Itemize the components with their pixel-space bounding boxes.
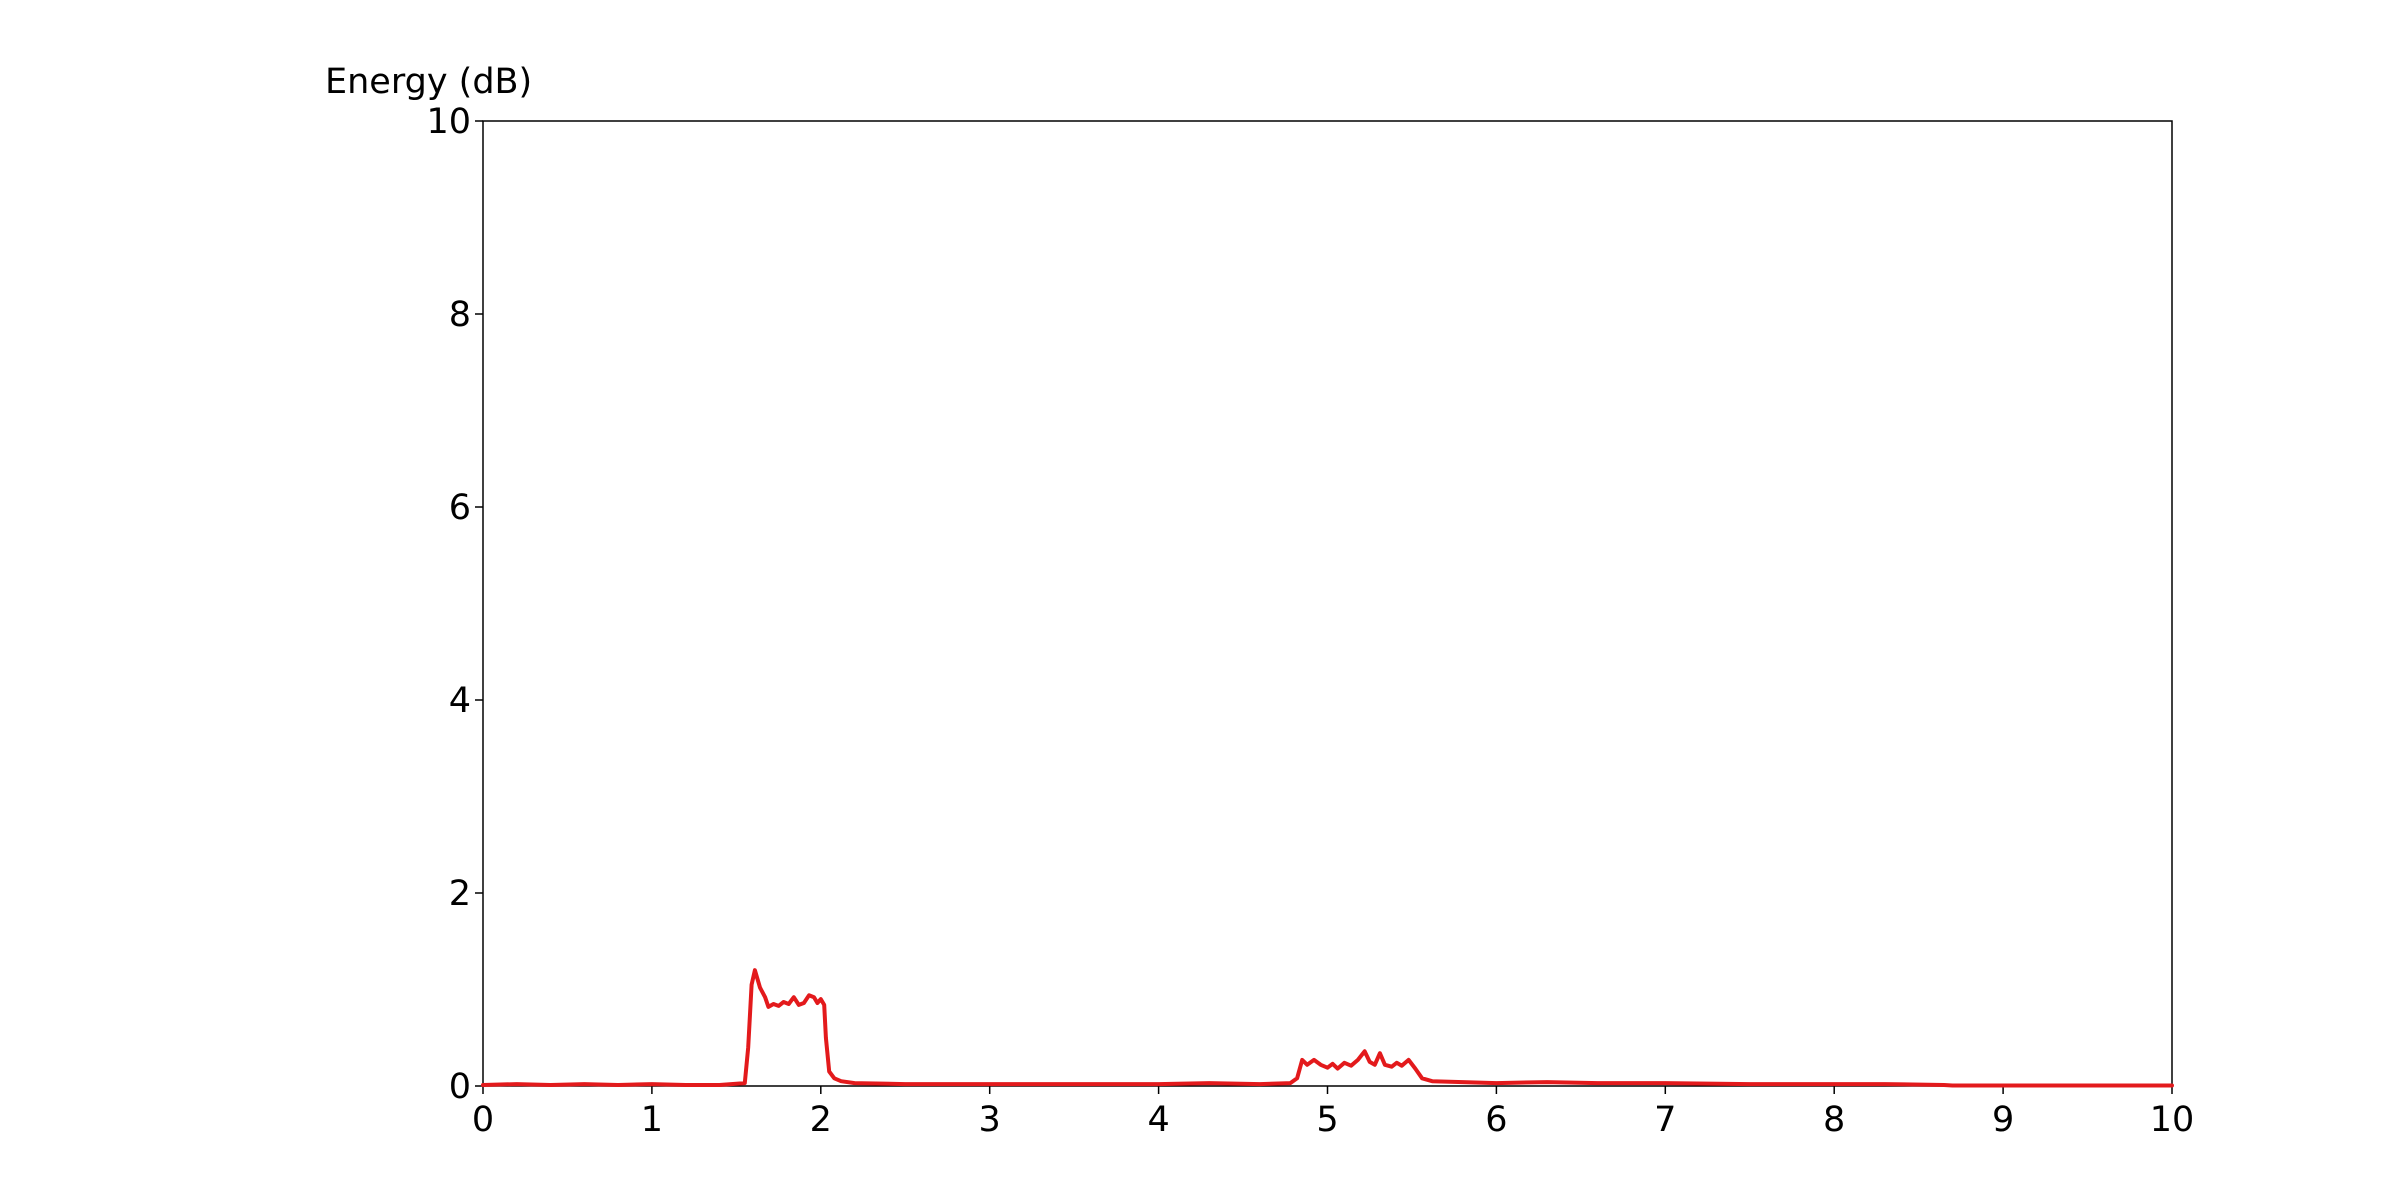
plot-area-frame xyxy=(482,120,2173,1087)
y-tick-label: 0 xyxy=(449,1067,471,1107)
x-tick-label: 6 xyxy=(1485,1100,1507,1140)
x-tick-label: 7 xyxy=(1654,1100,1676,1140)
y-tick-label: 10 xyxy=(426,102,471,142)
x-tick-label: 8 xyxy=(1823,1100,1845,1140)
x-axis-ticks: 0 1 2 3 4 5 6 7 8 9 10 xyxy=(472,1086,2194,1140)
y-tick-label: 2 xyxy=(449,874,471,914)
y-tick-label: 6 xyxy=(449,488,471,528)
y-axis-title: Energy (dB) xyxy=(325,62,532,102)
x-tick-label: 9 xyxy=(1992,1100,2014,1140)
x-tick-label: 5 xyxy=(1316,1100,1338,1140)
energy-series-line xyxy=(481,968,2174,1088)
y-tick-label: 8 xyxy=(449,295,471,335)
y-tick-label: 4 xyxy=(449,681,471,721)
x-tick-label: 0 xyxy=(472,1100,494,1140)
x-tick-label: 2 xyxy=(810,1100,832,1140)
x-tick-label: 4 xyxy=(1147,1100,1169,1140)
x-tick-label: 1 xyxy=(641,1100,663,1140)
x-tick-label: 3 xyxy=(979,1100,1001,1140)
x-tick-label: 10 xyxy=(2150,1100,2195,1140)
y-axis-ticks: 0 2 4 6 8 10 xyxy=(426,102,483,1107)
